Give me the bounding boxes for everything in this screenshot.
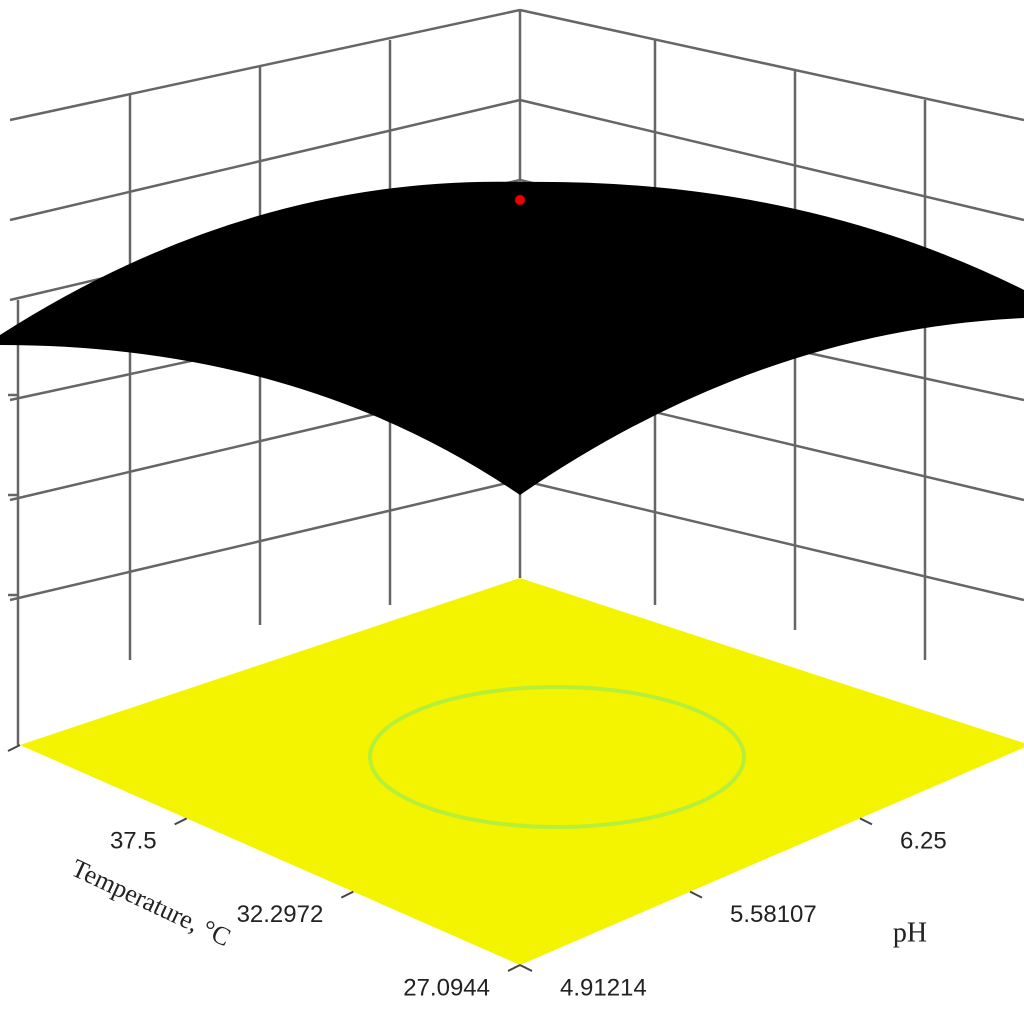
- floor: [20, 578, 1024, 965]
- y-tick-label: 5.58107: [730, 901, 817, 928]
- y-tick: [689, 890, 703, 899]
- x-tick: [340, 890, 354, 899]
- y-axis-label: pH: [893, 917, 927, 948]
- x-tick: [507, 964, 521, 972]
- y-tick: [519, 964, 533, 972]
- y-tick-label: 6.25: [900, 828, 947, 855]
- response-surface: [0, 181, 1024, 495]
- y-tick: [859, 817, 873, 826]
- x-tick-label: 37.5: [110, 828, 157, 855]
- x-tick: [174, 817, 188, 826]
- x-tick-label: 27.0944: [403, 974, 490, 1001]
- x-tick-label: 32.2972: [237, 901, 324, 928]
- y-tick-label: 4.91214: [560, 974, 647, 1001]
- x-axis-label: Temperature, °C: [67, 853, 235, 952]
- contour: [368, 685, 746, 829]
- x-tick: [7, 744, 21, 752]
- optimum-point: [515, 195, 525, 205]
